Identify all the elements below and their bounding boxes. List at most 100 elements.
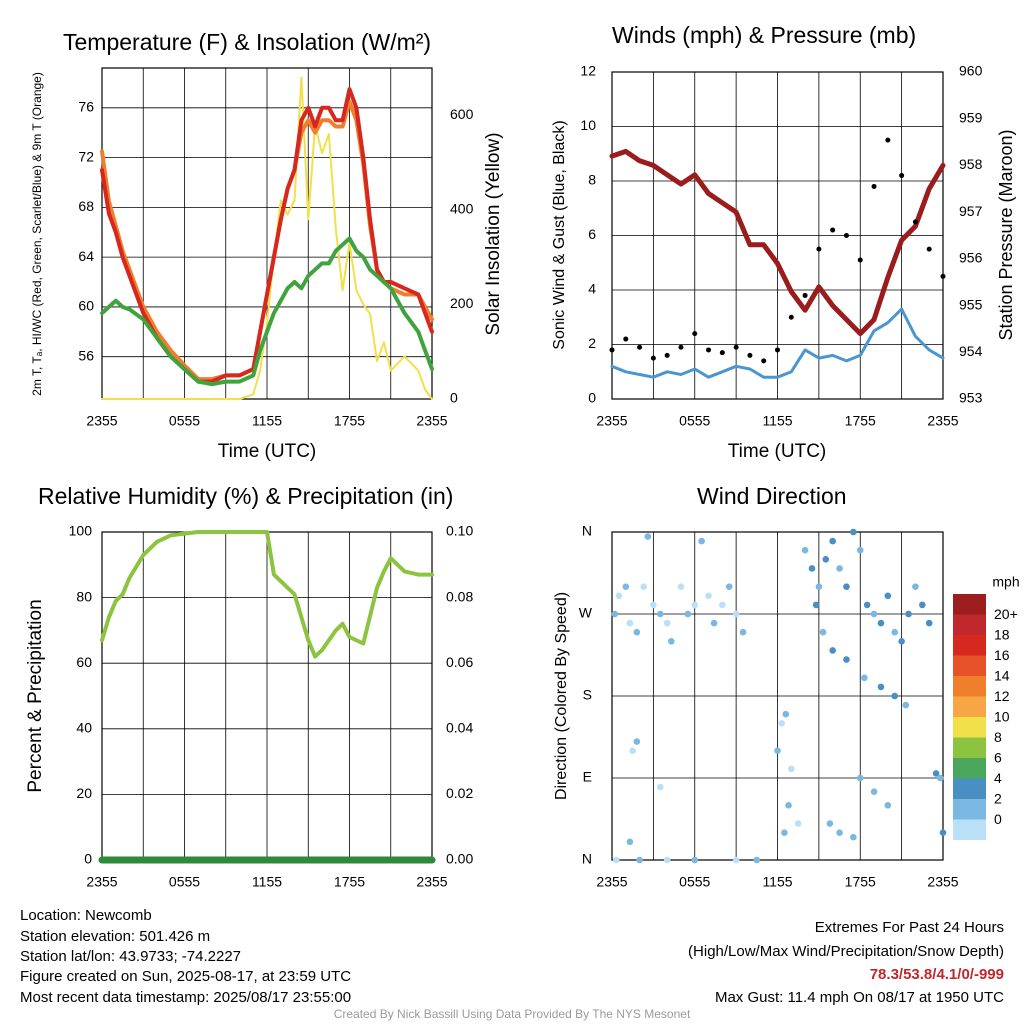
dir-point <box>725 583 733 590</box>
dir-point <box>919 601 926 609</box>
dir-point <box>732 610 740 618</box>
dir-point <box>861 674 868 682</box>
rh-xtick-label: 0555 <box>169 874 200 890</box>
wind-gust-point <box>899 173 905 179</box>
rh-ytick-label: 0 <box>84 851 92 867</box>
dir-point <box>705 592 712 600</box>
info-created: Figure created on Sun, 2025-08-17, at 23… <box>20 968 352 985</box>
rh-panel-title: Relative Humidity (%) & Precipitation (i… <box>38 483 454 509</box>
dir-point <box>819 628 827 636</box>
wind-y2tick-label: 957 <box>959 203 983 219</box>
dir-point <box>691 601 699 609</box>
wind-gust-point <box>747 352 753 358</box>
dir-ytick-label: E <box>583 769 592 785</box>
dir-point <box>719 601 726 609</box>
dir-point <box>636 856 643 864</box>
colorbar-swatch <box>953 717 986 738</box>
colorbar-swatch <box>953 696 986 717</box>
wind-gust-point <box>733 344 739 350</box>
temp-y2tick-label: 0 <box>450 390 458 406</box>
dir-xtick-label: 2355 <box>927 874 958 890</box>
dir-point <box>884 802 892 809</box>
wind-xtick-label: 2355 <box>927 413 958 429</box>
wind-xtick-label: 1155 <box>762 413 792 429</box>
dir-point <box>870 788 878 795</box>
colorbar-swatch <box>953 614 986 635</box>
dir-point <box>939 829 947 836</box>
wind-y2tick-label: 954 <box>959 343 983 359</box>
wind-gust-point <box>885 137 891 143</box>
rh-y2tick-label: 0.02 <box>446 785 473 801</box>
colorbar-label: 6 <box>994 749 1002 765</box>
dir-ytick-label: N <box>582 523 592 539</box>
colorbar-label: 16 <box>994 647 1010 663</box>
dir-point <box>640 583 648 590</box>
colorbar-label: 14 <box>994 667 1010 683</box>
rh-ytick-label: 40 <box>76 720 92 736</box>
dir-point <box>829 537 836 545</box>
dir-point <box>622 583 630 590</box>
rh-y2tick-label: 0.00 <box>446 851 473 867</box>
dir-point <box>850 528 857 536</box>
dir-point <box>633 628 641 636</box>
wind-gust-point <box>706 347 712 353</box>
wind-gust-point <box>678 344 684 350</box>
dir-point <box>677 583 685 590</box>
rh-xtick-label: 2355 <box>416 874 447 890</box>
dir-point <box>663 619 671 627</box>
temp-xaxis-label: Time (UTC) <box>218 441 317 462</box>
colorbar-label: 2 <box>994 790 1002 806</box>
wind-y2axis-label: Station Pressure (Maroon) <box>996 129 1016 340</box>
rh-ytick-label: 60 <box>76 654 92 670</box>
wind-gust-point <box>761 358 767 364</box>
wind-gust-point <box>816 246 822 252</box>
colorbar-swatch <box>953 594 986 615</box>
dir-point <box>626 619 634 627</box>
rh-y2tick-label: 0.04 <box>446 720 473 736</box>
wind-ytick-label: 8 <box>588 172 596 188</box>
rh-series-humidity <box>100 530 434 659</box>
temp-ytick-label: 60 <box>78 298 94 314</box>
colorbar-swatch <box>953 758 986 779</box>
dir-point <box>836 565 843 572</box>
colorbar-label: 8 <box>994 729 1002 745</box>
dir-point <box>778 720 785 727</box>
wind-xtick-label: 1755 <box>845 413 876 429</box>
wind-gust-point <box>664 352 670 358</box>
wind-panel-title: Winds (mph) & Pressure (mb) <box>612 22 917 48</box>
wind-y2tick-label: 958 <box>959 156 983 172</box>
dir-point <box>856 774 864 782</box>
dir-point <box>884 592 892 600</box>
rh-xtick-label: 2355 <box>86 874 117 890</box>
dir-ytick-label: N <box>582 851 592 867</box>
dir-point <box>891 692 899 700</box>
wind-ytick-label: 0 <box>588 390 596 406</box>
dir-point <box>656 610 664 618</box>
dir-point <box>739 628 747 636</box>
temp-ytick-label: 68 <box>78 198 94 214</box>
dir-point <box>936 774 944 782</box>
dir-point <box>710 619 718 627</box>
colorbar-label: 4 <box>994 770 1002 786</box>
colorbar-label: 10 <box>994 708 1010 724</box>
dir-point <box>656 783 664 791</box>
rh-ytick-label: 20 <box>76 785 92 801</box>
temp-ytick-label: 76 <box>78 99 94 115</box>
wind-gust-point <box>940 273 946 279</box>
info-location: Location: Newcomb <box>20 907 152 924</box>
wind-gust-point <box>788 314 794 320</box>
dir-ytick-label: S <box>583 687 592 703</box>
colorbar-label: 20+ <box>994 606 1018 622</box>
wind-y2tick-label: 953 <box>959 390 983 406</box>
dir-xtick-label: 1155 <box>762 874 792 890</box>
wind-gust-point <box>843 233 849 238</box>
rh-ytick-label: 100 <box>69 523 93 539</box>
wind-gust-point <box>623 336 629 342</box>
dir-point <box>812 601 820 609</box>
dir-point <box>856 546 864 554</box>
temp-series-dewpoint <box>100 236 434 387</box>
dir-point <box>615 592 623 600</box>
dir-point <box>836 829 843 836</box>
dir-point <box>794 820 802 827</box>
